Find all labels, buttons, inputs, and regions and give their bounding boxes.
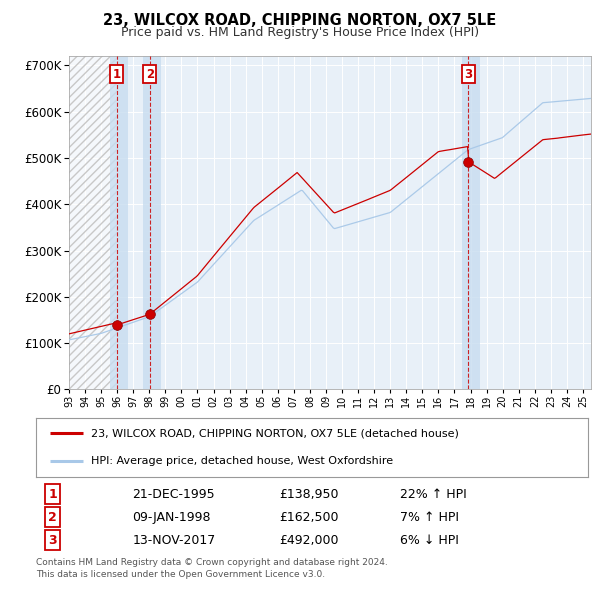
Text: Price paid vs. HM Land Registry's House Price Index (HPI): Price paid vs. HM Land Registry's House … — [121, 26, 479, 39]
Text: £492,000: £492,000 — [279, 534, 338, 547]
Text: 22% ↑ HPI: 22% ↑ HPI — [400, 488, 467, 501]
Bar — [69, 56, 117, 389]
Text: 1: 1 — [113, 68, 121, 81]
Text: 1: 1 — [48, 488, 57, 501]
Text: 09-JAN-1998: 09-JAN-1998 — [133, 511, 211, 524]
Text: 23, WILCOX ROAD, CHIPPING NORTON, OX7 5LE (detached house): 23, WILCOX ROAD, CHIPPING NORTON, OX7 5L… — [91, 428, 459, 438]
Text: 23, WILCOX ROAD, CHIPPING NORTON, OX7 5LE: 23, WILCOX ROAD, CHIPPING NORTON, OX7 5L… — [103, 13, 497, 28]
Bar — [143, 56, 161, 389]
Text: Contains HM Land Registry data © Crown copyright and database right 2024.: Contains HM Land Registry data © Crown c… — [36, 558, 388, 567]
Text: 13-NOV-2017: 13-NOV-2017 — [133, 534, 216, 547]
Text: This data is licensed under the Open Government Licence v3.0.: This data is licensed under the Open Gov… — [36, 570, 325, 579]
Text: £138,950: £138,950 — [279, 488, 338, 501]
Bar — [110, 56, 128, 389]
Text: 3: 3 — [464, 68, 473, 81]
Text: HPI: Average price, detached house, West Oxfordshire: HPI: Average price, detached house, West… — [91, 457, 394, 466]
Bar — [462, 56, 479, 389]
Text: £162,500: £162,500 — [279, 511, 338, 524]
Text: 7% ↑ HPI: 7% ↑ HPI — [400, 511, 460, 524]
Text: 3: 3 — [48, 534, 57, 547]
Text: 2: 2 — [146, 68, 154, 81]
Text: 21-DEC-1995: 21-DEC-1995 — [133, 488, 215, 501]
Text: 6% ↓ HPI: 6% ↓ HPI — [400, 534, 459, 547]
Text: 2: 2 — [48, 511, 57, 524]
Bar — [69, 56, 117, 389]
